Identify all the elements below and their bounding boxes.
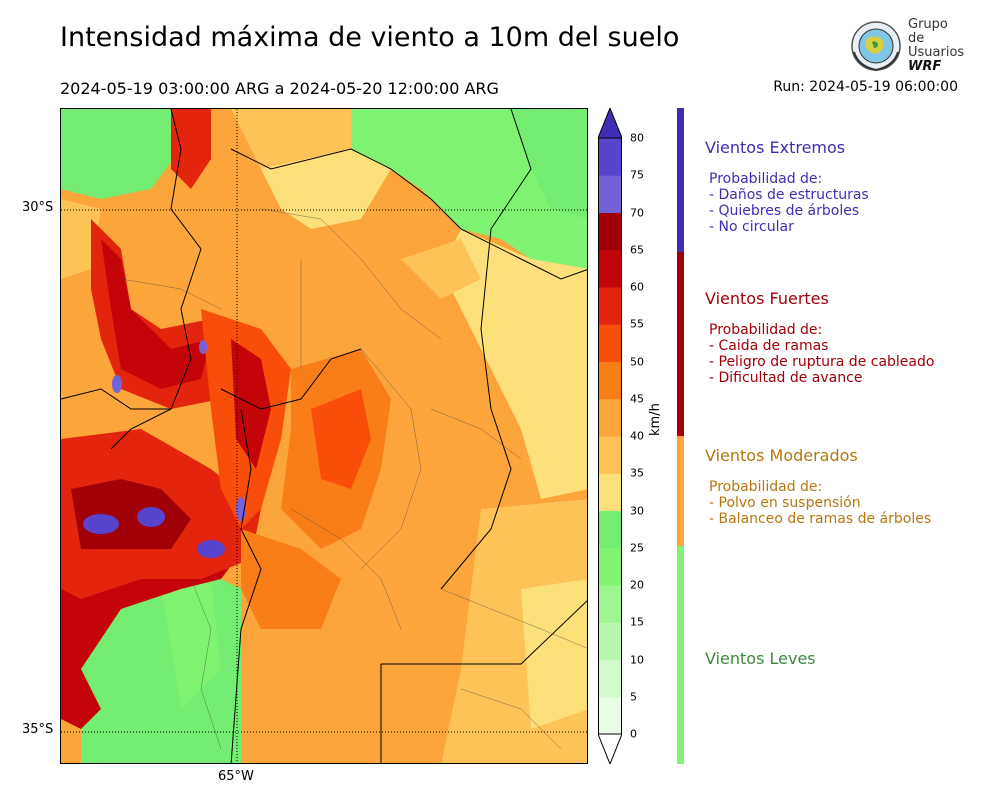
category-moderate: Vientos Moderados Probabilidad de: - Pol… [705,446,985,527]
colorbar-tick-label: 10 [630,653,644,666]
category-extreme: Vientos Extremos Probabilidad de: - Daño… [705,138,985,235]
colorbar-tick-label: 60 [630,280,644,294]
strong-bar [677,252,684,436]
colorbar-block [598,622,622,660]
colorbar-tick-label: 25 [630,541,644,555]
colorbar-tick-label: 5 [630,690,637,704]
valid-period: 2024-05-19 03:00:00 ARG a 2024-05-20 12:… [60,79,499,98]
colorbar-block [598,361,622,400]
colorbar-tick-label: 80 [630,131,644,145]
colorbar-tick-label: 65 [630,243,644,257]
colorbar-block [598,398,622,437]
wrf-users-group-logo: Grupo de Usuarios WRF [848,18,968,74]
category-line: - Polvo en suspensión [709,495,861,511]
light-bar [677,546,684,764]
colorbar [597,106,623,766]
colorbar-block [598,436,622,474]
colorbar-block [598,249,622,288]
colorbar-tick-label: 45 [630,392,644,406]
colorbar-tick-label: 55 [630,317,644,331]
run-time: Run: 2024-05-19 06:00:00 [773,79,958,95]
colorbar-tick-label: 20 [630,578,644,592]
colorbar-tick-label: 40 [630,429,644,443]
colorbar-tick-label: 15 [630,615,644,629]
colorbar-block [598,547,622,586]
category-title: Vientos Fuertes [705,289,829,308]
category-title: Vientos Moderados [705,446,858,465]
colorbar-block [598,324,622,362]
logo-line-1: Grupo de [908,17,948,46]
category-line: Probabilidad de: [709,479,823,495]
colorbar-tick-label: 0 [630,727,637,741]
colorbar-block [598,175,622,213]
colorbar-frame [598,137,622,735]
logo-line-3: WRF [908,59,942,74]
category-desc: Probabilidad de: - Daños de estructuras … [709,171,985,235]
category-line: - No circular [709,219,794,235]
extreme-bar [677,108,684,252]
colorbar-tick-label: 35 [630,466,644,480]
category-line: - Dificultad de avance [709,370,863,386]
colorbar-block [598,659,622,698]
colorbar-extend-bottom [597,733,623,766]
colorbar-unit: km/h [648,403,663,436]
globe-icon [851,21,901,72]
category-desc: Probabilidad de: - Polvo en suspensión -… [709,479,985,527]
category-strong: Vientos Fuertes Probabilidad de: - Caida… [705,289,985,386]
category-line: Probabilidad de: [709,322,823,338]
colorbar-block [598,696,622,735]
category-line: Probabilidad de: [709,171,823,187]
category-title: Vientos Extremos [705,138,846,157]
colorbar-block [598,212,622,251]
map-title: Intensidad máxima de viento a 10m del su… [60,22,680,53]
logo-line-2: Usuarios [908,45,965,60]
colorbar-block [598,287,622,325]
category-light: Vientos Leves [705,649,985,668]
lon-label-65w: 65°W [218,769,254,784]
category-line: - Quiebres de árboles [709,203,860,219]
colorbar-extend-top [597,106,623,139]
colorbar-block [598,585,622,623]
moderate-bar [677,436,684,546]
category-title: Vientos Leves [705,649,816,668]
colorbar-block [598,510,622,549]
colorbar-tick-label: 30 [630,504,644,517]
category-line: - Daños de estructuras [709,187,869,203]
colorbar-block [598,473,622,511]
category-desc: Probabilidad de: - Caida de ramas - Peli… [709,322,985,386]
category-line: - Peligro de ruptura de cableado [709,354,935,370]
lat-label-30s: 30°S [22,200,54,215]
category-line: - Balanceo de ramas de árboles [709,511,932,527]
colorbar-scale [597,106,623,766]
wind-map[interactable] [60,108,588,764]
wind-field [61,109,587,763]
lat-label-35s: 35°S [22,722,54,737]
colorbar-tick-label: 75 [630,168,644,182]
category-line: - Caida de ramas [709,338,829,354]
colorbar-tick-label: 70 [630,206,644,219]
colorbar-block [598,138,622,176]
colorbar-tick-label: 50 [630,355,644,368]
